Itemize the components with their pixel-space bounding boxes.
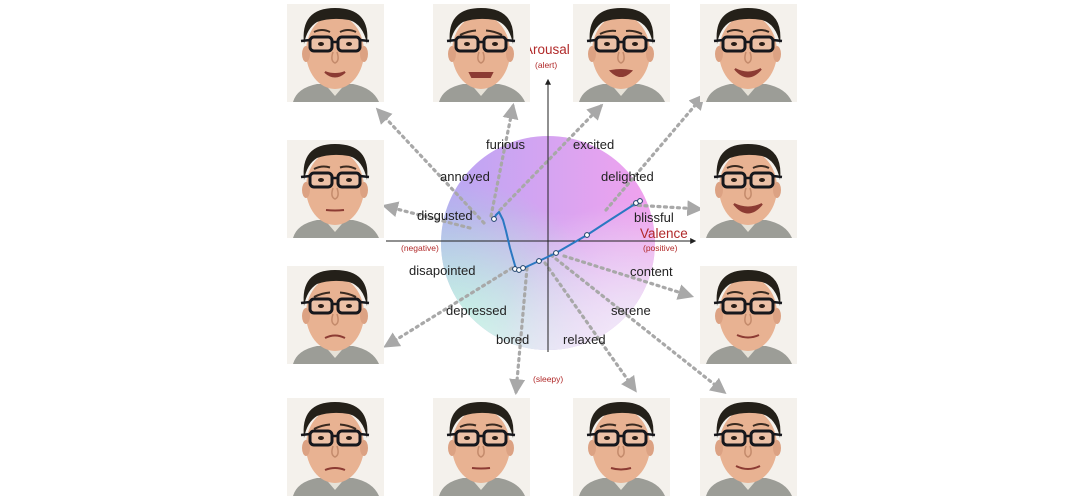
portrait-right-1 <box>700 140 797 238</box>
portrait-top-1 <box>287 4 384 102</box>
portrait-bottom-2 <box>433 398 530 496</box>
dotted-arrow-11 <box>562 254 695 300</box>
portrait-bottom-3 <box>573 398 670 496</box>
arousal-axis-title: Arousal <box>524 42 570 57</box>
trajectory-point-4 <box>520 265 526 271</box>
trajectory-point-1 <box>491 216 497 222</box>
dotted-arrow-3 <box>498 103 604 212</box>
dotted-arrow-4 <box>604 93 706 212</box>
emotion-label-content: content <box>630 264 673 279</box>
valence-axis-title: Valence <box>640 226 688 241</box>
dotted-arrow-7 <box>383 266 514 348</box>
emotion-trajectory <box>491 198 643 273</box>
trajectory-point-9 <box>637 198 643 204</box>
portrait-right-2 <box>700 266 797 364</box>
trajectory-point-7 <box>584 232 590 238</box>
emotion-label-excited: excited <box>573 137 615 152</box>
dotted-arrow-8 <box>509 266 529 396</box>
emotion-label-depressed: depressed <box>446 303 507 318</box>
dotted-arrow-6 <box>630 200 704 217</box>
negative-label: (negative) <box>401 243 439 253</box>
portrait-left-1 <box>287 140 384 238</box>
emotion-label-relaxed: relaxed <box>563 332 606 347</box>
trajectory-point-6 <box>553 250 559 256</box>
alert-label: (alert) <box>535 60 558 70</box>
emotion-label-serene: serene <box>611 303 651 318</box>
trajectory-point-5 <box>536 258 542 264</box>
dotted-arrow-2 <box>489 102 519 218</box>
emotion-label-delighted: delighted <box>601 169 654 184</box>
portrait-bottom-4 <box>700 398 797 496</box>
portrait-left-2 <box>287 266 384 364</box>
emotion-label-annoyed: annoyed <box>440 169 490 184</box>
emotion-label-furious: furious <box>486 137 526 152</box>
portrait-top-2 <box>433 4 530 102</box>
dotted-arrow-10 <box>549 253 727 394</box>
dotted-arrow-5 <box>381 201 472 230</box>
portrait-top-3 <box>573 4 670 102</box>
emotion-label-disapointed: disapointed <box>409 263 476 278</box>
positive-label: (positive) <box>643 243 678 253</box>
emotion-label-bored: bored <box>496 332 530 347</box>
connector-arrows <box>375 93 727 396</box>
emotion-label-blissful: blissful <box>634 210 674 225</box>
axes <box>386 78 697 352</box>
portrait-bottom-1 <box>287 398 384 496</box>
portrait-top-4 <box>700 4 797 102</box>
dotted-arrow-9 <box>543 261 637 393</box>
sleepy-label: (sleepy) <box>533 374 564 384</box>
dotted-arrow-1 <box>375 107 486 225</box>
emotion-label-disgusted: disgusted <box>417 208 473 223</box>
